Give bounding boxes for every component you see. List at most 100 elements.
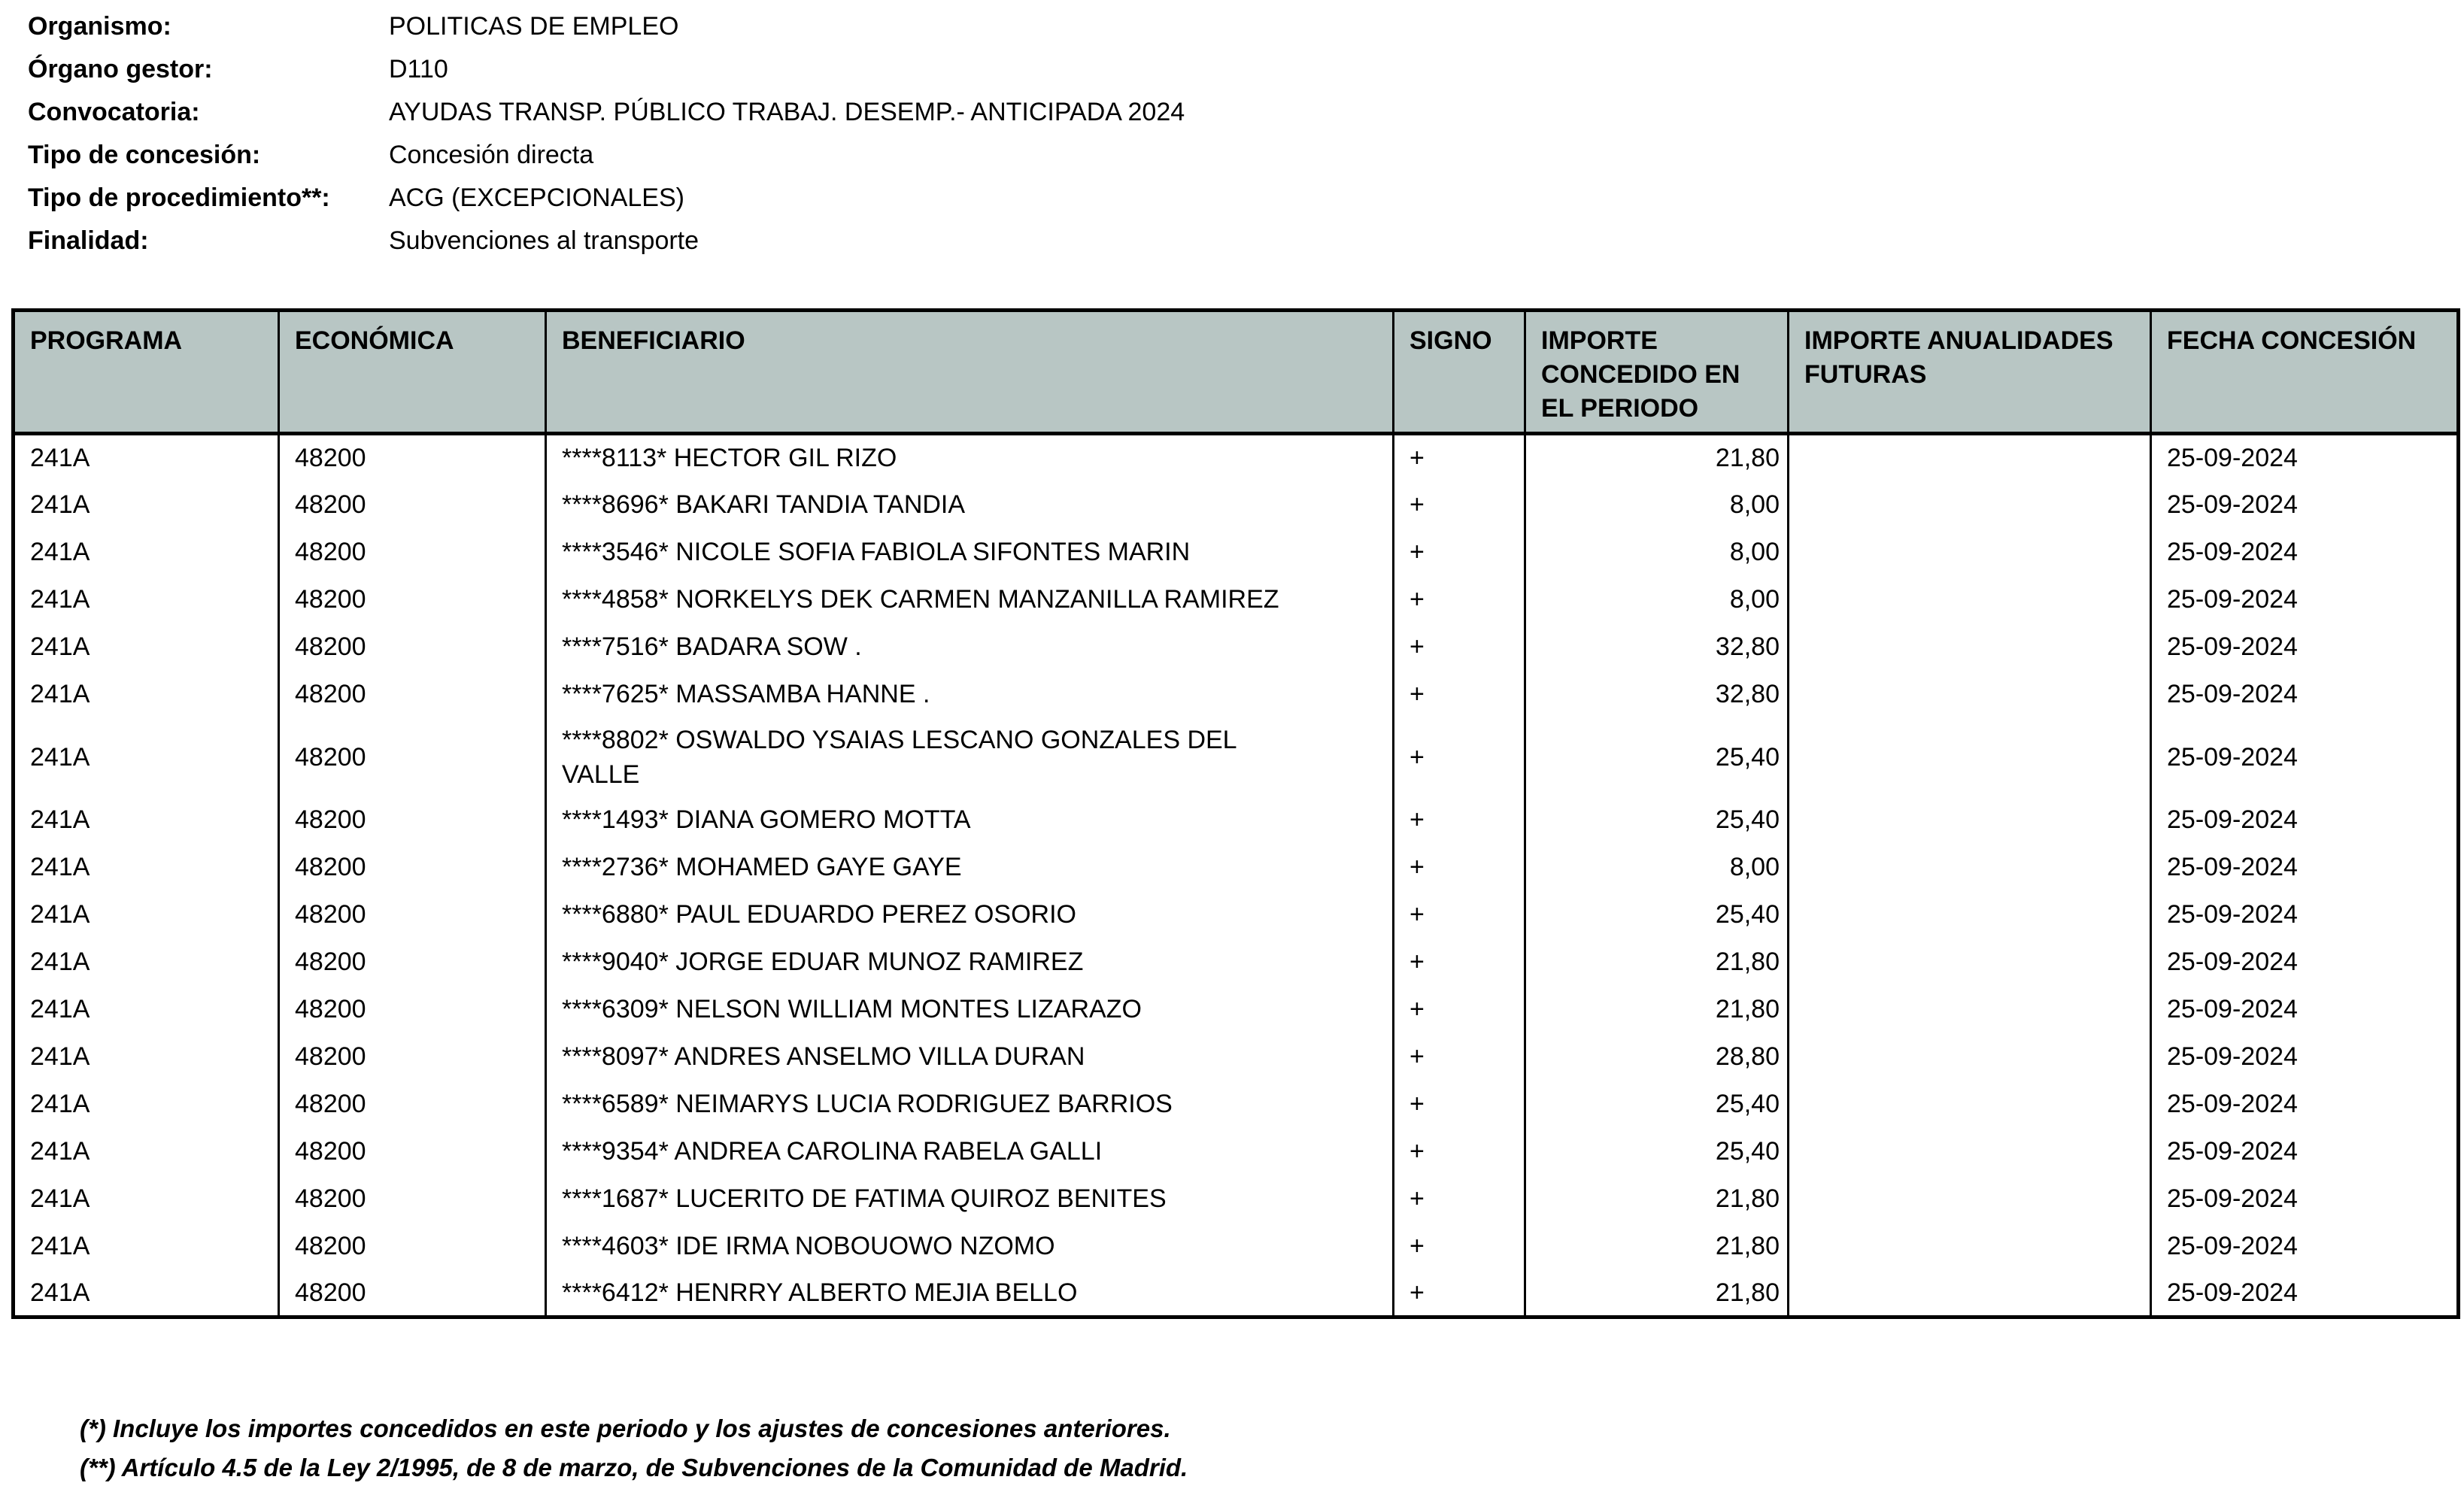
- cell-importe_concedido: 25,40: [1524, 1080, 1789, 1128]
- table-row: 241A 48200 ****8097* ANDRES ANSELMO VILLA …: [14, 1032, 2459, 1081]
- cell-economica: 48200: [278, 1032, 546, 1081]
- cell-importe_concedido: 25,40: [1524, 796, 1789, 844]
- cell-importe_concedido: 21,80: [1524, 1222, 1789, 1270]
- cell-anualidades: [1787, 843, 2151, 891]
- cell-beneficiario: ****1493* DIANA GOMERO MOTTA: [545, 796, 1394, 844]
- cell-signo: +: [1392, 1080, 1525, 1128]
- cell-anualidades: [1787, 528, 2151, 576]
- cell-programa: 241A: [30, 948, 90, 976]
- cell-economica: 48200: [278, 717, 546, 796]
- grants-table: PROGRAMA ECONÓMICA BENEFICIARIO SIGNO IMPORT…: [11, 308, 2460, 1319]
- column-header-signo: SIGNO: [1392, 310, 1525, 435]
- table-row: 241A 48200 ****1493* DIANA GOMERO MOTTA +25…: [14, 796, 2459, 844]
- column-header-anualidades: IMPORTE ANUALIDADES FUTURAS: [1787, 310, 2151, 435]
- cell-economica: 48200: [278, 575, 546, 623]
- table-row: 241A 48200 ****8113* HECTOR GIL RIZO +21,80…: [14, 433, 2459, 481]
- meta-field: Tipo de procedimiento**: ACG (EXCEPCIONAL…: [28, 183, 1185, 226]
- cell-anualidades: [1787, 1175, 2151, 1223]
- cell-programa: 241A: [30, 853, 90, 881]
- cell-fecha_concesion: 25-09-2024: [2150, 843, 2459, 891]
- cell-fecha_concesion: 25-09-2024: [2150, 796, 2459, 844]
- meta-field-label: Organismo:: [28, 12, 171, 41]
- meta-field-label: Finalidad:: [28, 226, 149, 255]
- table-row: 241A 48200 ****9354* ANDREA CAROLINA RABEL…: [14, 1127, 2459, 1175]
- cell-fecha_concesion: 25-09-2024: [2150, 433, 2459, 481]
- cell-economica: 48200: [278, 1080, 546, 1128]
- meta-field: Tipo de concesión: Concesión directa: [28, 141, 1185, 183]
- cell-anualidades: [1787, 575, 2151, 623]
- cell-signo: +: [1392, 1127, 1525, 1175]
- cell-economica: 48200: [278, 1269, 546, 1317]
- cell-anualidades: [1787, 1269, 2151, 1317]
- cell-importe_concedido: 8,00: [1524, 481, 1789, 529]
- cell-signo: +: [1392, 433, 1525, 481]
- cell-economica: 48200: [278, 623, 546, 671]
- cell-anualidades: [1787, 1222, 2151, 1270]
- cell-signo: +: [1392, 1222, 1525, 1270]
- cell-beneficiario: ****6309* NELSON WILLIAM MONTES LIZARAZO: [545, 985, 1394, 1033]
- cell-economica: 48200: [278, 433, 546, 481]
- cell-beneficiario: ****7516* BADARA SOW .: [545, 623, 1394, 671]
- cell-fecha_concesion: 25-09-2024: [2150, 670, 2459, 718]
- cell-beneficiario: ****6880* PAUL EDUARDO PEREZ OSORIO: [545, 890, 1394, 938]
- cell-economica: 48200: [278, 1127, 546, 1175]
- cell-fecha_concesion: 25-09-2024: [2150, 1222, 2459, 1270]
- cell-programa: 241A: [30, 632, 90, 661]
- table-row: 241A 48200 ****4858* NORKELYS DEK CARMEN M…: [14, 575, 2459, 623]
- cell-importe_concedido: 8,00: [1524, 843, 1789, 891]
- cell-anualidades: [1787, 1127, 2151, 1175]
- meta-field-value: POLITICAS DE EMPLEO: [389, 12, 679, 41]
- table-row: 241A 48200 ****6309* NELSON WILLIAM MONTES…: [14, 985, 2459, 1033]
- table-row: 241A 48200 ****8802* OSWALDO YSAIAS LESCAN…: [14, 717, 2459, 796]
- cell-signo: +: [1392, 1269, 1525, 1317]
- cell-importe_concedido: 25,40: [1524, 717, 1789, 796]
- cell-programa: 241A: [30, 900, 90, 929]
- cell-economica: 48200: [278, 528, 546, 576]
- meta-field-value: Subvenciones al transporte: [389, 226, 699, 255]
- cell-beneficiario: ****7625* MASSAMBA HANNE .: [545, 670, 1394, 718]
- meta-field-label: Órgano gestor:: [28, 55, 213, 83]
- cell-fecha_concesion: 25-09-2024: [2150, 481, 2459, 529]
- table-row: 241A 48200 ****7625* MASSAMBA HANNE . +32,8…: [14, 670, 2459, 718]
- cell-programa: 241A: [30, 1184, 90, 1213]
- cell-signo: +: [1392, 938, 1525, 986]
- cell-beneficiario: ****2736* MOHAMED GAYE GAYE: [545, 843, 1394, 891]
- cell-fecha_concesion: 25-09-2024: [2150, 1269, 2459, 1317]
- cell-beneficiario: ****1687* LUCERITO DE FATIMA QUIROZ BENI…: [545, 1175, 1394, 1223]
- meta-field-label: Tipo de procedimiento**:: [28, 183, 330, 212]
- cell-signo: +: [1392, 1175, 1525, 1223]
- cell-anualidades: [1787, 938, 2151, 986]
- meta-field: Finalidad: Subvenciones al transporte: [28, 226, 1185, 269]
- cell-beneficiario: ****9354* ANDREA CAROLINA RABELA GALLI: [545, 1127, 1394, 1175]
- table-row: 241A 48200 ****7516* BADARA SOW . +32,80 25-…: [14, 623, 2459, 671]
- cell-programa: 241A: [30, 1090, 90, 1118]
- cell-anualidades: [1787, 670, 2151, 718]
- meta-field: Órgano gestor: D110: [28, 55, 1185, 98]
- cell-fecha_concesion: 25-09-2024: [2150, 890, 2459, 938]
- cell-fecha_concesion: 25-09-2024: [2150, 528, 2459, 576]
- cell-signo: +: [1392, 985, 1525, 1033]
- column-header-fecha_concesion: FECHA CONCESIÓN: [2150, 310, 2459, 435]
- cell-importe_concedido: 32,80: [1524, 623, 1789, 671]
- cell-economica: 48200: [278, 938, 546, 986]
- cell-beneficiario: ****8802* OSWALDO YSAIAS LESCANO GONZALE…: [545, 717, 1394, 796]
- cell-fecha_concesion: 25-09-2024: [2150, 1175, 2459, 1223]
- cell-fecha_concesion: 25-09-2024: [2150, 623, 2459, 671]
- cell-anualidades: [1787, 623, 2151, 671]
- cell-signo: +: [1392, 623, 1525, 671]
- cell-anualidades: [1787, 433, 2151, 481]
- cell-beneficiario: ****4603* IDE IRMA NOBOUOWO NZOMO: [545, 1222, 1394, 1270]
- cell-programa: 241A: [30, 538, 90, 566]
- cell-anualidades: [1787, 796, 2151, 844]
- column-header-importe_concedido: IMPORTE CONCEDIDO EN EL PERIODO: [1524, 310, 1789, 435]
- cell-signo: +: [1392, 890, 1525, 938]
- cell-programa: 241A: [30, 585, 90, 614]
- cell-economica: 48200: [278, 481, 546, 529]
- cell-importe_concedido: 21,80: [1524, 433, 1789, 481]
- cell-beneficiario: ****8113* HECTOR GIL RIZO: [545, 433, 1394, 481]
- cell-anualidades: [1787, 985, 2151, 1033]
- cell-beneficiario: ****6412* HENRRY ALBERTO MEJIA BELLO: [545, 1269, 1394, 1317]
- cell-economica: 48200: [278, 1175, 546, 1223]
- cell-beneficiario: ****4858* NORKELYS DEK CARMEN MANZANILLA…: [545, 575, 1394, 623]
- cell-fecha_concesion: 25-09-2024: [2150, 1032, 2459, 1081]
